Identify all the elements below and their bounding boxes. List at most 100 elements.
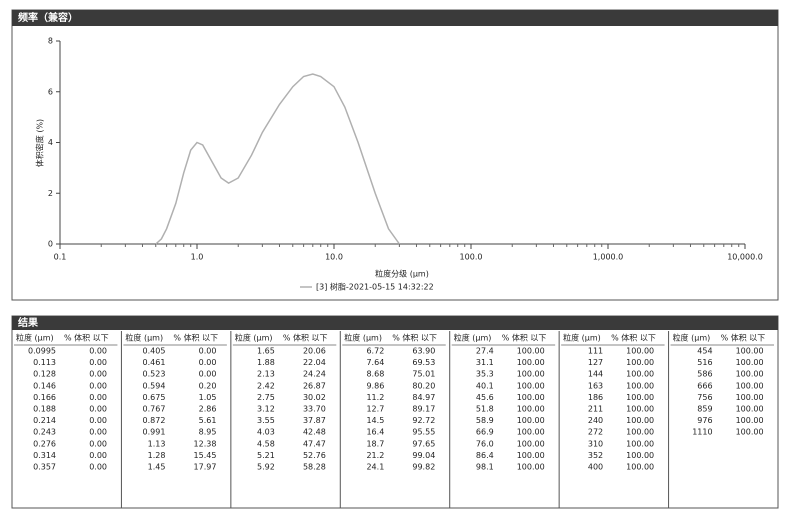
- percent-cell: 1.05: [199, 393, 217, 402]
- size-cell: 1.65: [257, 347, 275, 356]
- size-cell: 4.03: [257, 428, 275, 437]
- results-header: [12, 316, 778, 330]
- percent-cell: 22.04: [303, 358, 326, 367]
- percent-cell: 8.95: [199, 428, 217, 437]
- size-cell: 0.113: [33, 358, 56, 367]
- size-cell: 45.6: [476, 393, 494, 402]
- size-cell: 1.88: [257, 358, 275, 367]
- percent-cell: 100.00: [626, 347, 654, 356]
- x-tick-label: 100.0: [460, 253, 483, 262]
- percent-cell: 100.00: [517, 347, 545, 356]
- size-cell: 4.58: [257, 439, 275, 448]
- percent-cell: 99.82: [412, 463, 435, 472]
- percent-cell: 100.00: [626, 358, 654, 367]
- percent-cell: 0.00: [89, 428, 107, 437]
- percent-cell: 100.00: [736, 416, 764, 425]
- percent-cell: 100.00: [626, 393, 654, 402]
- y-tick-label: 0: [48, 240, 53, 249]
- size-cell: 756: [697, 393, 712, 402]
- percent-cell: 75.01: [412, 370, 435, 379]
- percent-cell: 0.00: [89, 439, 107, 448]
- size-cell: 0.357: [33, 463, 56, 472]
- x-axis-label: 粒度分级 (μm): [375, 269, 429, 279]
- size-cell: 18.7: [366, 439, 384, 448]
- percent-cell: 100.00: [626, 439, 654, 448]
- size-cell: 0.276: [33, 439, 56, 448]
- size-cell: 272: [588, 428, 603, 437]
- percent-cell: 0.00: [199, 347, 217, 356]
- percent-cell: 100.00: [626, 451, 654, 460]
- size-cell: 211: [588, 405, 603, 414]
- size-cell: 3.12: [257, 405, 275, 414]
- column-header: % 体积 以下: [283, 333, 328, 343]
- size-cell: 66.9: [476, 428, 494, 437]
- column-header: 粒度 (μm): [563, 333, 601, 343]
- size-cell: 1.45: [148, 463, 166, 472]
- x-tick-label: 1.0: [191, 253, 204, 262]
- percent-cell: 100.00: [626, 405, 654, 414]
- column-header: 粒度 (μm): [673, 333, 711, 343]
- percent-cell: 20.06: [303, 347, 326, 356]
- percent-cell: 100.00: [517, 416, 545, 425]
- percent-cell: 100.00: [736, 381, 764, 390]
- size-cell: 12.7: [366, 405, 384, 414]
- percent-cell: 100.00: [517, 370, 545, 379]
- percent-cell: 100.00: [517, 451, 545, 460]
- percent-cell: 100.00: [626, 416, 654, 425]
- percent-cell: 100.00: [736, 358, 764, 367]
- x-tick-label: 1,000.0: [593, 253, 624, 262]
- size-cell: 0.214: [33, 416, 56, 425]
- percent-cell: 100.00: [736, 347, 764, 356]
- percent-cell: 100.00: [626, 381, 654, 390]
- size-cell: 127: [588, 358, 603, 367]
- percent-cell: 42.48: [303, 428, 326, 437]
- y-tick-label: 8: [48, 37, 53, 46]
- percent-cell: 100.00: [736, 428, 764, 437]
- size-cell: 1.28: [148, 451, 166, 460]
- percent-cell: 80.20: [412, 381, 435, 390]
- size-cell: 163: [588, 381, 603, 390]
- size-cell: 5.21: [257, 451, 275, 460]
- size-cell: 0.405: [143, 347, 166, 356]
- size-cell: 352: [588, 451, 603, 460]
- percent-cell: 17.97: [194, 463, 217, 472]
- size-cell: 2.42: [257, 381, 275, 390]
- percent-cell: 30.02: [303, 393, 326, 402]
- size-cell: 0.872: [143, 416, 166, 425]
- size-cell: 2.75: [257, 393, 275, 402]
- percent-cell: 100.00: [626, 370, 654, 379]
- size-cell: 516: [697, 358, 712, 367]
- size-cell: 1110: [692, 428, 712, 437]
- percent-cell: 97.65: [412, 439, 435, 448]
- percent-cell: 100.00: [517, 393, 545, 402]
- column-header: % 体积 以下: [721, 333, 766, 343]
- percent-cell: 0.00: [89, 370, 107, 379]
- column-header: % 体积 以下: [392, 333, 437, 343]
- percent-cell: 58.28: [303, 463, 326, 472]
- size-cell: 0.767: [143, 405, 166, 414]
- x-tick-label: 0.1: [54, 253, 67, 262]
- percent-cell: 99.04: [412, 451, 435, 460]
- y-tick-label: 4: [48, 138, 53, 147]
- size-cell: 31.1: [476, 358, 494, 367]
- percent-cell: 33.70: [303, 405, 326, 414]
- size-cell: 98.1: [476, 463, 494, 472]
- size-cell: 454: [697, 347, 712, 356]
- percent-cell: 100.00: [517, 405, 545, 414]
- percent-cell: 63.90: [412, 347, 435, 356]
- size-cell: 976: [697, 416, 712, 425]
- size-cell: 0.243: [33, 428, 56, 437]
- size-cell: 5.92: [257, 463, 275, 472]
- chart-header: [12, 10, 778, 26]
- percent-cell: 100.00: [517, 428, 545, 437]
- size-cell: 0.523: [143, 370, 166, 379]
- size-cell: 51.8: [476, 405, 494, 414]
- percent-cell: 69.53: [412, 358, 435, 367]
- percent-cell: 92.72: [412, 416, 435, 425]
- percent-cell: 100.00: [517, 439, 545, 448]
- percent-cell: 15.45: [194, 451, 217, 460]
- size-cell: 11.2: [366, 393, 384, 402]
- column-header: 粒度 (μm): [16, 333, 54, 343]
- percent-cell: 84.97: [412, 393, 435, 402]
- column-header: 粒度 (μm): [344, 333, 382, 343]
